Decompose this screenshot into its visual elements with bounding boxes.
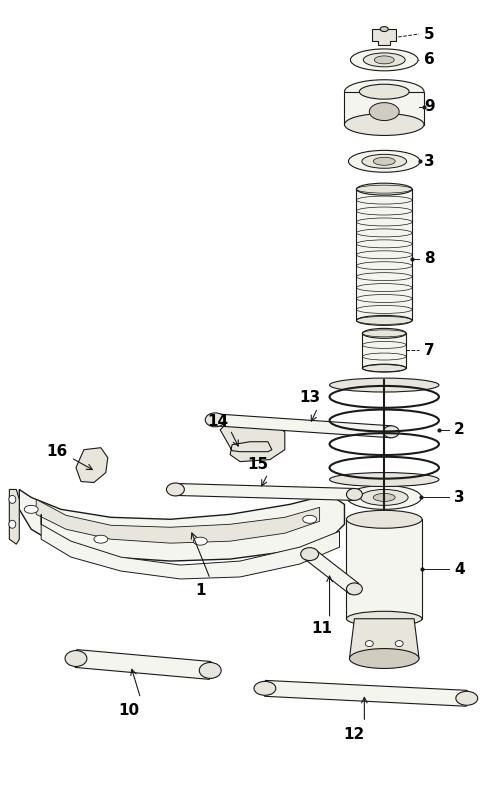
Polygon shape bbox=[264, 680, 467, 706]
Ellipse shape bbox=[166, 483, 184, 496]
Ellipse shape bbox=[345, 80, 424, 104]
Ellipse shape bbox=[357, 183, 412, 195]
Polygon shape bbox=[350, 619, 419, 659]
Ellipse shape bbox=[9, 520, 16, 528]
Ellipse shape bbox=[94, 535, 108, 543]
Ellipse shape bbox=[24, 505, 38, 513]
Text: 5: 5 bbox=[424, 27, 435, 42]
Ellipse shape bbox=[361, 489, 408, 505]
Polygon shape bbox=[75, 649, 211, 679]
Text: 3: 3 bbox=[454, 490, 465, 505]
Ellipse shape bbox=[370, 102, 399, 121]
Ellipse shape bbox=[363, 364, 406, 372]
Text: 16: 16 bbox=[46, 444, 67, 459]
Ellipse shape bbox=[380, 27, 388, 32]
Ellipse shape bbox=[205, 413, 225, 427]
Polygon shape bbox=[175, 484, 355, 500]
Ellipse shape bbox=[9, 496, 16, 504]
Polygon shape bbox=[305, 548, 359, 594]
Ellipse shape bbox=[395, 641, 403, 647]
Text: 10: 10 bbox=[118, 703, 139, 718]
Polygon shape bbox=[347, 519, 422, 619]
Ellipse shape bbox=[254, 682, 276, 695]
Ellipse shape bbox=[363, 329, 406, 338]
Ellipse shape bbox=[193, 537, 207, 545]
Ellipse shape bbox=[347, 511, 422, 528]
Polygon shape bbox=[36, 500, 320, 543]
Polygon shape bbox=[9, 489, 19, 545]
Ellipse shape bbox=[456, 691, 478, 705]
Text: 13: 13 bbox=[299, 391, 320, 406]
Ellipse shape bbox=[301, 548, 319, 560]
Text: 12: 12 bbox=[344, 727, 365, 742]
Ellipse shape bbox=[357, 315, 412, 325]
Ellipse shape bbox=[347, 485, 421, 509]
Ellipse shape bbox=[330, 473, 439, 486]
Ellipse shape bbox=[360, 84, 409, 99]
Ellipse shape bbox=[347, 611, 422, 626]
Text: 1: 1 bbox=[195, 583, 206, 598]
Polygon shape bbox=[345, 91, 424, 125]
Ellipse shape bbox=[374, 493, 395, 501]
Ellipse shape bbox=[303, 515, 317, 523]
Polygon shape bbox=[76, 448, 108, 482]
Polygon shape bbox=[19, 489, 345, 561]
Polygon shape bbox=[357, 189, 412, 321]
Ellipse shape bbox=[330, 378, 439, 392]
Text: 9: 9 bbox=[424, 99, 435, 114]
Text: 6: 6 bbox=[424, 52, 435, 68]
Polygon shape bbox=[373, 29, 396, 45]
Ellipse shape bbox=[349, 151, 420, 173]
Ellipse shape bbox=[374, 158, 395, 165]
Text: 14: 14 bbox=[208, 414, 229, 429]
Ellipse shape bbox=[345, 113, 424, 136]
Ellipse shape bbox=[199, 663, 221, 678]
Polygon shape bbox=[215, 414, 391, 438]
Polygon shape bbox=[220, 420, 285, 462]
Text: 3: 3 bbox=[424, 154, 435, 169]
Ellipse shape bbox=[350, 649, 419, 668]
Polygon shape bbox=[363, 333, 406, 368]
Ellipse shape bbox=[383, 426, 399, 438]
Ellipse shape bbox=[347, 489, 363, 500]
Ellipse shape bbox=[65, 651, 87, 667]
Text: 4: 4 bbox=[454, 562, 465, 577]
Text: 8: 8 bbox=[424, 251, 435, 266]
Ellipse shape bbox=[364, 53, 405, 67]
Ellipse shape bbox=[351, 49, 418, 71]
Ellipse shape bbox=[362, 154, 406, 169]
Text: 11: 11 bbox=[311, 621, 332, 636]
Ellipse shape bbox=[347, 583, 363, 595]
Ellipse shape bbox=[374, 56, 394, 64]
Ellipse shape bbox=[366, 641, 374, 647]
Polygon shape bbox=[41, 515, 340, 579]
Text: 2: 2 bbox=[454, 422, 465, 437]
Text: 7: 7 bbox=[424, 343, 435, 358]
Text: 15: 15 bbox=[248, 457, 268, 472]
